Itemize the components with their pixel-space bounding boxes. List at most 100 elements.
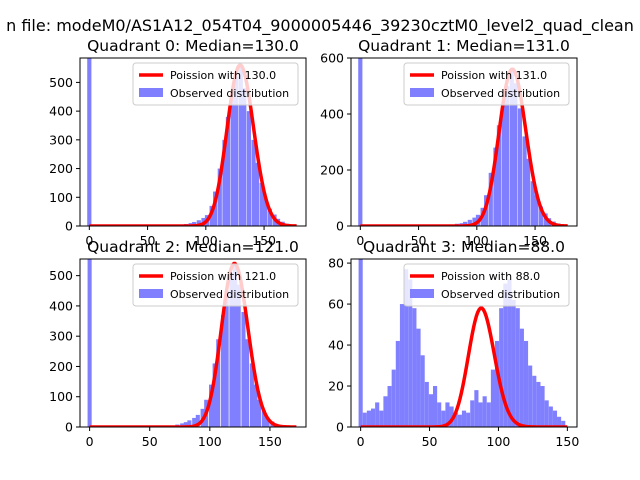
legend-hist-label: Observed distribution xyxy=(441,288,560,301)
histogram-bar xyxy=(478,402,483,427)
histogram-bar xyxy=(503,283,508,427)
histogram-bar xyxy=(387,386,392,427)
histogram-bar xyxy=(254,162,260,226)
legend-box xyxy=(132,62,299,106)
x-tick-label: 100 xyxy=(465,233,489,248)
histogram-bar xyxy=(375,402,380,427)
histogram-bar xyxy=(507,279,512,427)
histogram-bar xyxy=(453,412,458,427)
histogram-bar xyxy=(257,399,262,427)
histogram-bar xyxy=(408,279,413,427)
x-tick-label: 150 xyxy=(252,233,276,248)
y-tick-label: 400 xyxy=(49,104,73,119)
y-tick-label: 0 xyxy=(336,219,344,234)
histogram-bar xyxy=(472,217,477,226)
axes-frame xyxy=(350,258,578,428)
histogram-bar xyxy=(183,422,188,427)
histogram-bar xyxy=(399,304,405,427)
legend-curve-label: Poission with 131.0 xyxy=(441,69,547,82)
legend-hist-swatch xyxy=(139,88,163,97)
histogram-bar xyxy=(519,328,524,427)
histogram-bar xyxy=(391,369,396,427)
histogram-bar xyxy=(87,58,92,226)
histogram-bar xyxy=(437,402,442,427)
legend-hist-swatch xyxy=(410,289,434,298)
x-tick-label: 150 xyxy=(523,233,547,248)
histogram-bar xyxy=(557,416,562,427)
histogram-bar xyxy=(501,102,506,226)
histogram-bar xyxy=(187,420,192,427)
legend-box xyxy=(403,62,570,106)
y-tick-label: 500 xyxy=(49,268,73,283)
histogram-bar xyxy=(511,299,516,427)
histogram-bar xyxy=(432,386,438,427)
histogram-bar xyxy=(379,410,384,427)
panel-title: Quadrant 1: Median=131.0 xyxy=(358,37,570,55)
histogram-bar xyxy=(225,116,231,226)
y-tick-label: 100 xyxy=(49,190,73,205)
panel-quadrant-3: 0 50 100 150 0 20 40 60 80 Poission with 88.0 Obse… xyxy=(328,238,579,449)
x-tick-label: 150 xyxy=(258,434,282,449)
legend-hist-label: Observed distribution xyxy=(170,288,289,301)
histogram-bar xyxy=(499,308,504,427)
y-tick-label: 300 xyxy=(49,132,73,147)
histogram-bar xyxy=(412,308,417,427)
x-tick-label: 50 xyxy=(422,434,438,449)
panel-quadrant-2: 0 50 100 150 0 100 200 300 400 500 Poission with 1… xyxy=(49,238,307,449)
histogram-bar xyxy=(509,69,514,226)
histogram-bar xyxy=(251,139,256,226)
histogram-bar xyxy=(515,308,520,427)
axes-frame xyxy=(350,57,578,227)
panel-quadrant-1: 0 50 100 150 0 200 400 600 Poission with 131.0 Ob… xyxy=(320,37,578,248)
axes-frame xyxy=(79,258,307,428)
legend: Poission with 88.0 Observed distribution xyxy=(403,263,570,307)
histogram-bar xyxy=(362,412,367,427)
histogram-bar xyxy=(265,417,270,427)
y-tick-label: 60 xyxy=(328,297,344,312)
x-tick-label: 0 xyxy=(86,434,94,449)
histogram-bar xyxy=(482,396,487,427)
histogram-bar xyxy=(267,208,272,226)
histogram-bar xyxy=(221,315,226,427)
panel-title: Quadrant 3: Median=88.0 xyxy=(363,238,565,256)
histogram-bar xyxy=(212,363,217,427)
y-tick-label: 80 xyxy=(328,256,344,271)
legend-box xyxy=(132,263,299,307)
histogram-bar xyxy=(370,408,376,427)
histogram-bar xyxy=(261,410,266,427)
histogram-bar xyxy=(530,181,535,226)
y-tick-label: 0 xyxy=(336,420,344,435)
legend-curve-label: Poission with 88.0 xyxy=(441,270,540,283)
x-tick-label: 150 xyxy=(555,434,579,449)
histogram-bar xyxy=(253,384,258,427)
panel-quadrant-0: 0 50 100 150 0 100 200 300 400 500 Poission with 1… xyxy=(49,37,307,248)
histogram-bar xyxy=(505,86,510,226)
histogram-bar xyxy=(532,375,537,427)
legend: Poission with 131.0 Observed distribution xyxy=(403,62,570,106)
histogram-bar xyxy=(192,221,197,226)
panel-title: Quadrant 2: Median=121.0 xyxy=(87,238,299,256)
histogram-bar xyxy=(488,172,493,226)
histogram-bar xyxy=(234,76,239,226)
histogram-bar xyxy=(534,195,539,226)
x-tick-label: 100 xyxy=(487,434,511,449)
histogram-bar xyxy=(525,158,531,226)
histogram-bar xyxy=(180,423,185,427)
histogram-bar xyxy=(474,390,479,427)
legend: Poission with 130.0 Observed distribution xyxy=(132,62,299,106)
legend-hist-swatch xyxy=(410,88,434,97)
x-tick-label: 50 xyxy=(142,434,158,449)
histogram-bar xyxy=(238,65,243,226)
x-tick-label: 100 xyxy=(194,233,218,248)
y-tick-label: 0 xyxy=(65,219,73,234)
histogram-bar xyxy=(540,386,545,427)
histogram-bar xyxy=(424,381,429,427)
histogram-bar xyxy=(523,340,529,427)
y-tick-label: 400 xyxy=(49,298,73,313)
histogram-bar xyxy=(192,417,197,427)
legend-curve-label: Poission with 121.0 xyxy=(170,270,276,283)
y-tick-label: 600 xyxy=(320,51,344,66)
histogram-bar xyxy=(245,339,250,427)
x-tick-label: 0 xyxy=(357,434,365,449)
